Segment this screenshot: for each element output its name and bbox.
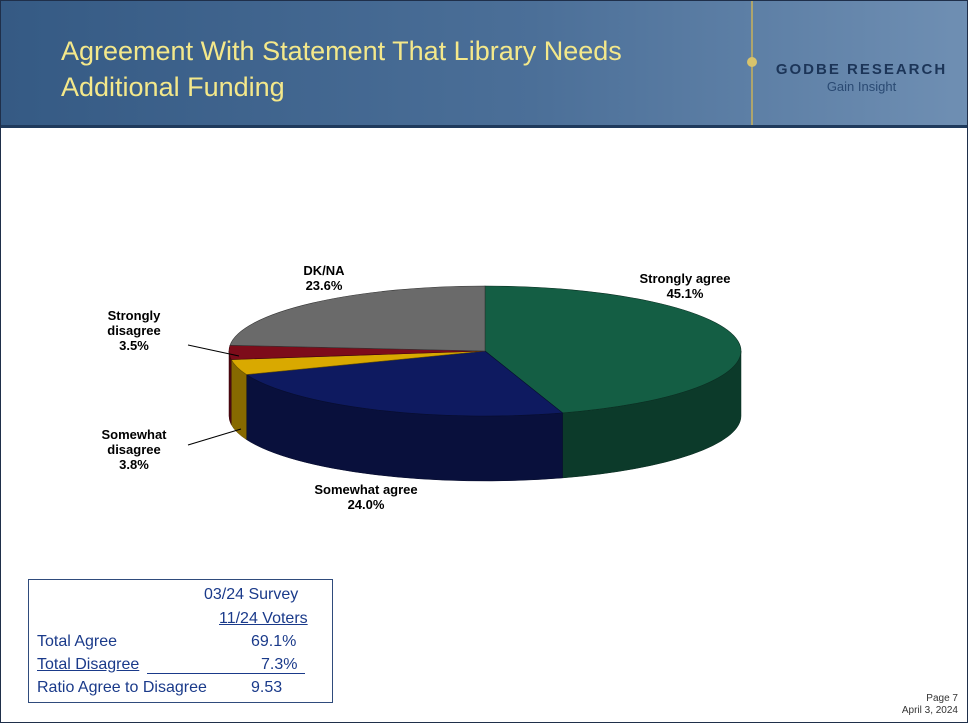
title-line-2: Additional Funding (61, 72, 285, 102)
summary-row-label-disagree: Total Disagree (37, 656, 140, 673)
page-title: Agreement With Statement That Library Ne… (61, 33, 751, 105)
leader-line-somewhat-disagree (187, 428, 242, 446)
slice-value-label: 24.0% (348, 497, 385, 512)
slice-value-label: 45.1% (667, 286, 704, 301)
summary-col-header-2: 11/24 Voters (219, 610, 308, 627)
divider-dot-icon (747, 57, 757, 67)
summary-box: 03/24 Survey 11/24 Voters Total Agree 69… (28, 579, 333, 703)
slice-side-strongly-disagree (228, 350, 232, 425)
slice-category-label: Somewhat agree (314, 482, 417, 497)
summary-row-value-agree: 69.1% (251, 633, 297, 650)
summary-underline (147, 673, 305, 674)
brand-logo: GODBE RESEARCH Gain Insight (756, 61, 967, 94)
brand-tagline: Gain Insight (826, 79, 897, 94)
slice-category-label: Somewhat (101, 427, 167, 442)
slice-category-label: disagree (107, 323, 160, 338)
summary-row-label-ratio: Ratio Agree to Disagree (37, 679, 207, 696)
leader-line-strongly-disagree (187, 344, 240, 357)
slice-category-label: Strongly agree (639, 271, 730, 286)
footer: Page 7 April 3, 2024 (902, 693, 958, 717)
slice-somewhat-agree (245, 350, 564, 417)
data-label-strongly-disagree: Strongly disagree 3.5% (107, 308, 161, 353)
header-banner: Agreement With Statement That Library Ne… (1, 1, 967, 128)
slice-value-label: 3.5% (119, 338, 149, 353)
summary-col-header-1: 03/24 Survey (204, 586, 299, 603)
slice-strongly-agree (484, 285, 742, 414)
slice-category-label: disagree (107, 442, 160, 457)
slice-value-label: 3.8% (119, 457, 149, 472)
summary-row-label-agree: Total Agree (37, 633, 118, 650)
page-number: Page 7 (926, 693, 958, 704)
slice-value-label: 23.6% (306, 278, 343, 293)
title-line-1: Agreement With Statement That Library Ne… (61, 36, 622, 66)
slice-category-label: DK/NA (303, 263, 345, 278)
data-label-somewhat-disagree: Somewhat disagree 3.8% (101, 427, 167, 472)
brand-name: GODBE RESEARCH (775, 61, 948, 78)
data-label-strongly-agree: Strongly agree 45.1% (639, 271, 730, 301)
summary-row-value-disagree: 7.3% (261, 656, 298, 673)
slice-dk-na (229, 285, 486, 352)
data-label-somewhat-agree: Somewhat agree 24.0% (314, 482, 417, 512)
slice-category-label: Strongly (108, 308, 161, 323)
pie-chart: Strongly agree 45.1%Somewhat agree 24.0%So… (101, 263, 742, 512)
data-label-dk-na: DK/NA 23.6% (303, 263, 345, 293)
footer-date: April 3, 2024 (901, 705, 958, 716)
summary-row-value-ratio: 9.53 (251, 679, 283, 696)
